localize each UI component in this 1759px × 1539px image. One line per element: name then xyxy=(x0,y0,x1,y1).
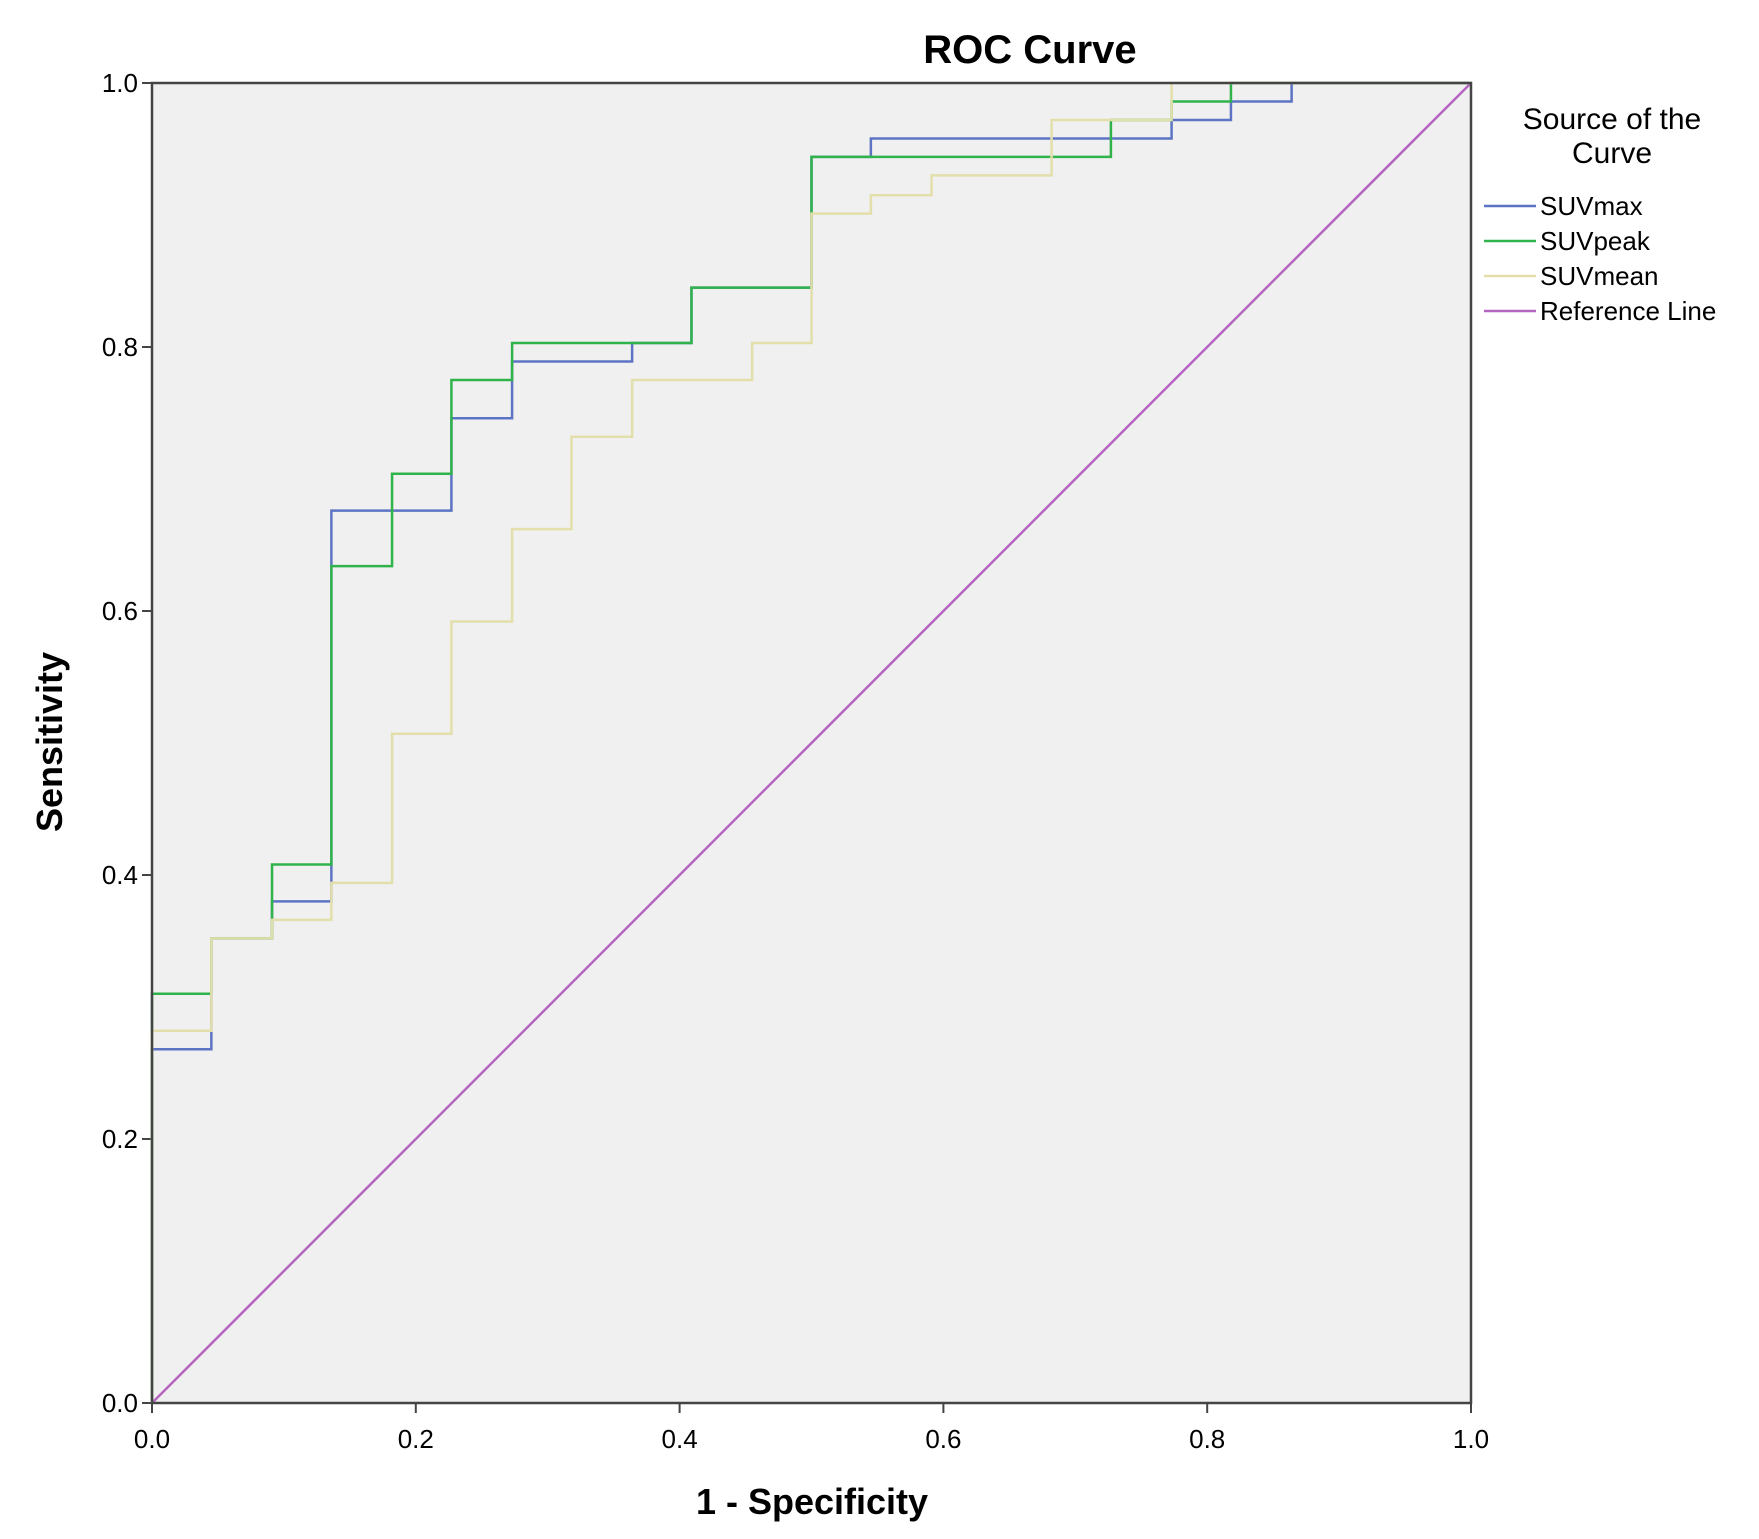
legend-label-suvpeak: SUVpeak xyxy=(1540,226,1651,256)
legend-label-reference-line: Reference Line xyxy=(1540,296,1716,326)
plot-frame xyxy=(150,81,1473,1405)
y-axis-ticks: 0.0 0.2 0.4 0.6 0.8 1.0 xyxy=(102,68,152,1418)
y-tick-label: 0.4 xyxy=(102,860,138,890)
y-tick-label: 0.8 xyxy=(102,332,138,362)
legend-items: SUVmax SUVpeak SUVmean Reference Line xyxy=(1484,191,1716,326)
legend-title-line2: Curve xyxy=(1572,137,1652,170)
x-tick-label: 0.4 xyxy=(662,1424,698,1454)
legend-title-line1: Source of the xyxy=(1523,103,1701,136)
legend-label-suvmean: SUVmean xyxy=(1540,261,1659,291)
x-tick-label: 0.8 xyxy=(1189,1424,1225,1454)
x-tick-label: 0.2 xyxy=(398,1424,434,1454)
legend-label-suvmax: SUVmax xyxy=(1540,191,1643,221)
x-tick-label: 1.0 xyxy=(1453,1424,1489,1454)
x-tick-label: 0.0 xyxy=(134,1424,170,1454)
y-axis-label: Sensitivity xyxy=(29,652,70,832)
series-line-suvmean xyxy=(150,81,1471,1403)
x-tick-label: 0.6 xyxy=(925,1424,961,1454)
series-lines xyxy=(150,81,1472,1404)
y-tick-label: 0.6 xyxy=(102,596,138,626)
x-axis-label: 1 - Specificity xyxy=(696,1481,928,1522)
x-axis-ticks: 0.0 0.2 0.4 0.6 0.8 1.0 xyxy=(134,1403,1489,1454)
y-tick-label: 1.0 xyxy=(102,68,138,98)
series-line-reference-line xyxy=(151,82,1472,1404)
chart-title: ROC Curve xyxy=(923,28,1136,72)
legend: Source of the Curve SUVmax SUVpeak SUVmean… xyxy=(1484,103,1716,326)
y-tick-label: 0.0 xyxy=(102,1388,138,1418)
y-tick-label: 0.2 xyxy=(102,1124,138,1154)
